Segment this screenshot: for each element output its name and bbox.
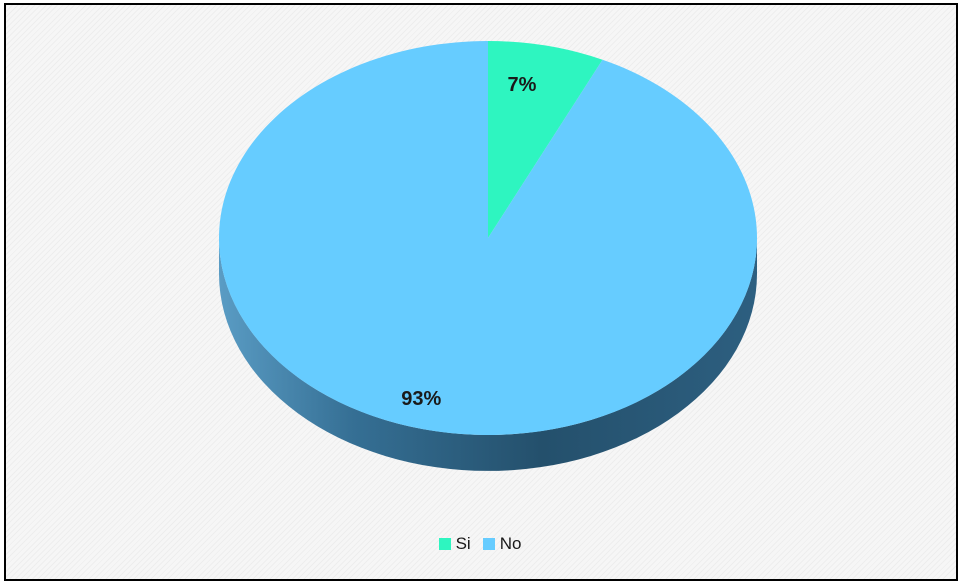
legend-label-no: No [499,534,522,553]
data-label-si: 7% [508,74,537,96]
pie-slice-no [218,41,757,435]
pie-side-wall [219,238,757,471]
pie-slice-si [488,41,603,238]
legend-item-no: No [482,534,522,554]
data-label-no: 93% [401,388,441,410]
legend-swatch-si [438,538,451,550]
legend-label-si: Si [455,534,471,553]
legend-item-si: Si [438,534,471,554]
legend-swatch-no [482,538,495,550]
legend: Si No [0,534,960,554]
